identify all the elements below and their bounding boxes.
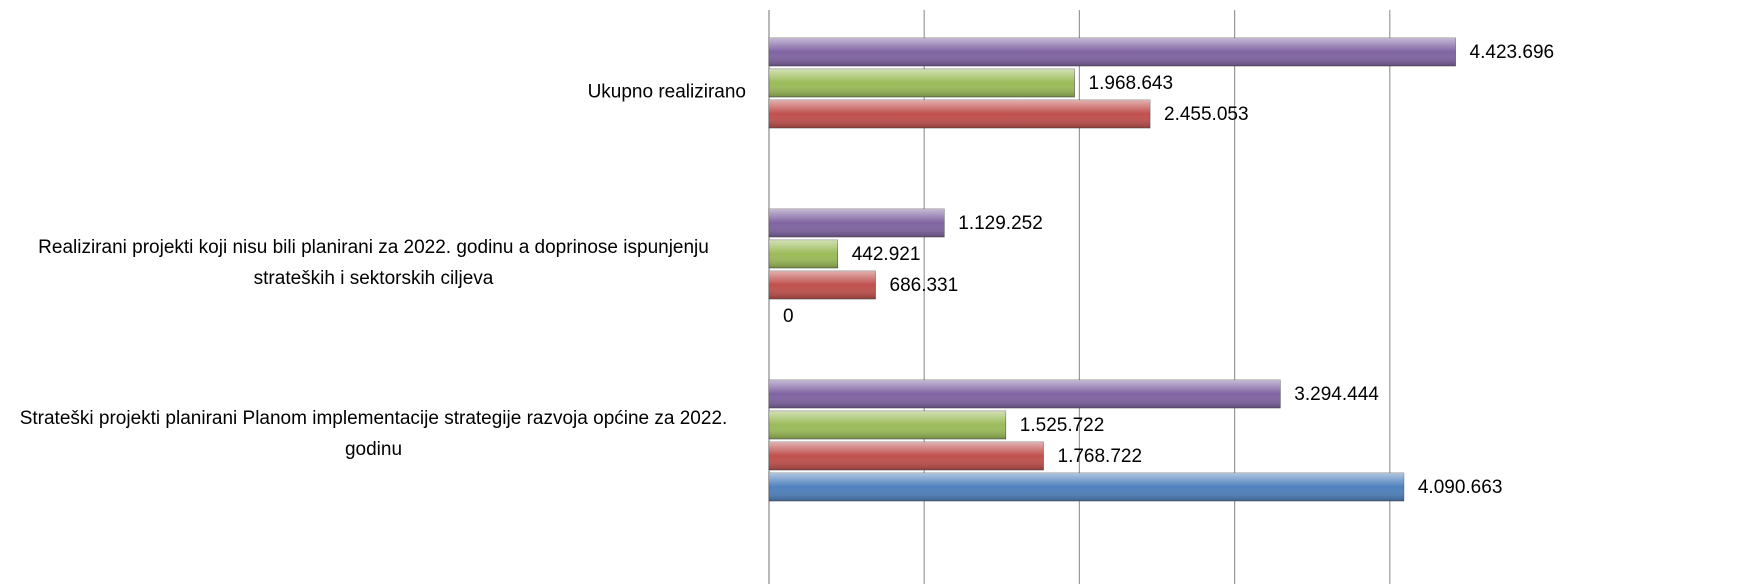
bar-shade (769, 442, 1044, 470)
bar-shade (769, 240, 838, 268)
category-text: Realizirani projekti koji nisu bili plan… (38, 237, 709, 289)
value-label: 442.921 (852, 244, 921, 265)
category-label: Realizirani projekti koji nisu bili plan… (1, 232, 746, 294)
bar-shade (769, 100, 1151, 128)
category-text: Strateški projekti planirani Planom impl… (19, 408, 728, 460)
bar-shade (769, 209, 945, 237)
category-label: Strateški projekti planirani Planom impl… (1, 403, 746, 465)
bar-shade (769, 69, 1075, 97)
value-label: 3.294.444 (1294, 384, 1379, 405)
value-label: 686.331 (890, 275, 959, 296)
value-label: 0 (783, 306, 794, 327)
bar-shade (769, 380, 1281, 408)
value-label: 2.455.053 (1164, 104, 1249, 125)
value-label: 1.129.252 (958, 213, 1043, 234)
value-label: 1.768.722 (1058, 446, 1143, 467)
value-label: 4.090.663 (1418, 477, 1503, 498)
category-label: Ukupno realizirano (1, 77, 746, 108)
bar-shade (769, 38, 1456, 66)
category-text: Ukupno realizirano (587, 81, 746, 103)
value-label: 4.423.696 (1470, 42, 1555, 63)
value-label: 1.968.643 (1089, 73, 1174, 94)
bar-shade (769, 411, 1006, 439)
bar-shade (769, 271, 876, 299)
value-label: 1.525.722 (1020, 415, 1105, 436)
bar-shade (769, 473, 1404, 501)
